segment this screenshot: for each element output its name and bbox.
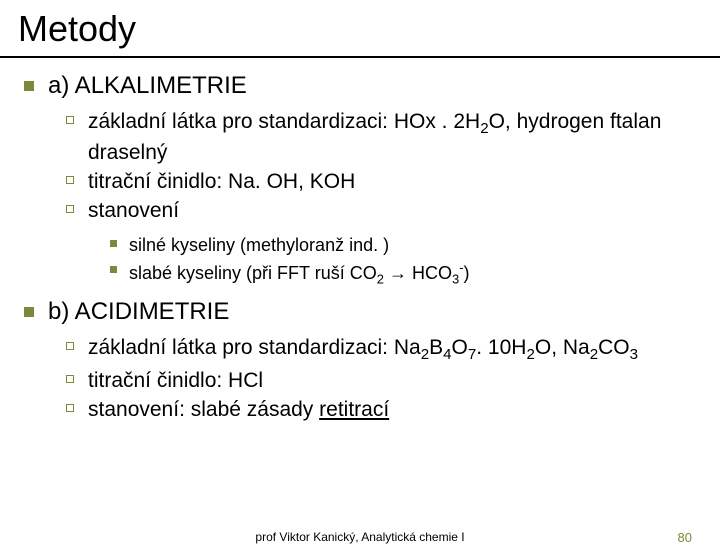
sub: 2 — [421, 346, 429, 363]
t: základní látka pro standardizaci: Na — [88, 336, 421, 359]
title-bar: Metody — [0, 0, 720, 58]
list-item: základní látka pro standardizaci: Na2B4O… — [66, 334, 696, 365]
list-item: slabé kyseliny (při FFT ruší CO2 → HCO3-… — [110, 259, 696, 288]
item-text: titrační činidlo: Na. OH, KOH — [88, 168, 355, 195]
heading-text: a) ALKALIMETRIE — [48, 72, 247, 100]
t: stanovení: slabé zásady — [88, 398, 319, 421]
slide-content: a) ALKALIMETRIE základní látka pro stand… — [0, 58, 720, 424]
list-item: silné kyseliny (methyloranž ind. ) — [110, 233, 696, 257]
page-title: Metody — [18, 8, 702, 50]
t: O — [452, 336, 468, 359]
section-a-subitems: silné kyseliny (methyloranž ind. ) slabé… — [110, 233, 696, 288]
item-text: základní látka pro standardizaci: HOx . … — [88, 108, 696, 166]
sub: 3 — [630, 346, 638, 363]
t: B — [429, 336, 443, 359]
hollow-square-icon — [66, 116, 74, 124]
list-item: titrační činidlo: HCl — [66, 367, 696, 394]
hollow-square-icon — [66, 375, 74, 383]
list-item: titrační činidlo: Na. OH, KOH — [66, 168, 696, 195]
t: . 10H — [476, 336, 526, 359]
t: O, Na — [535, 336, 590, 359]
sub: 2 — [590, 346, 598, 363]
t: ) — [464, 263, 470, 283]
underlined-text: retitrací — [319, 398, 389, 421]
square-bullet-icon — [24, 81, 34, 91]
hollow-square-icon — [66, 176, 74, 184]
list-item: stanovení: slabé zásady retitrací — [66, 396, 696, 423]
list-item: stanovení — [66, 197, 696, 224]
section-a-items: základní látka pro standardizaci: HOx . … — [66, 108, 696, 225]
sub: 2 — [377, 272, 384, 287]
footer-author: prof Viktor Kanický, Analytická chemie I — [255, 530, 464, 544]
item-text: základní látka pro standardizaci: Na2B4O… — [88, 334, 638, 365]
square-bullet-icon — [24, 307, 34, 317]
section-b-items: základní látka pro standardizaci: Na2B4O… — [66, 334, 696, 423]
t: → HCO — [384, 263, 452, 283]
t: CO — [598, 336, 630, 359]
sub: 2 — [480, 120, 488, 137]
t: základní látka pro standardizaci: HOx . … — [88, 110, 480, 133]
t: slabé kyseliny (při FFT ruší CO — [129, 263, 377, 283]
sub: 4 — [443, 346, 451, 363]
square-bullet-icon — [110, 266, 117, 273]
hollow-square-icon — [66, 205, 74, 213]
section-a-heading: a) ALKALIMETRIE — [24, 72, 696, 100]
section-b-heading: b) ACIDIMETRIE — [24, 298, 696, 326]
item-text: silné kyseliny (methyloranž ind. ) — [129, 233, 389, 257]
list-item: základní látka pro standardizaci: HOx . … — [66, 108, 696, 166]
heading-text: b) ACIDIMETRIE — [48, 298, 229, 326]
sub: 2 — [526, 346, 534, 363]
hollow-square-icon — [66, 342, 74, 350]
hollow-square-icon — [66, 404, 74, 412]
page-number: 80 — [678, 530, 692, 545]
item-text: slabé kyseliny (při FFT ruší CO2 → HCO3-… — [129, 259, 470, 288]
item-text: titrační činidlo: HCl — [88, 367, 263, 394]
sub: 7 — [468, 346, 476, 363]
square-bullet-icon — [110, 240, 117, 247]
item-text: stanovení: slabé zásady retitrací — [88, 396, 389, 423]
item-text: stanovení — [88, 197, 179, 224]
